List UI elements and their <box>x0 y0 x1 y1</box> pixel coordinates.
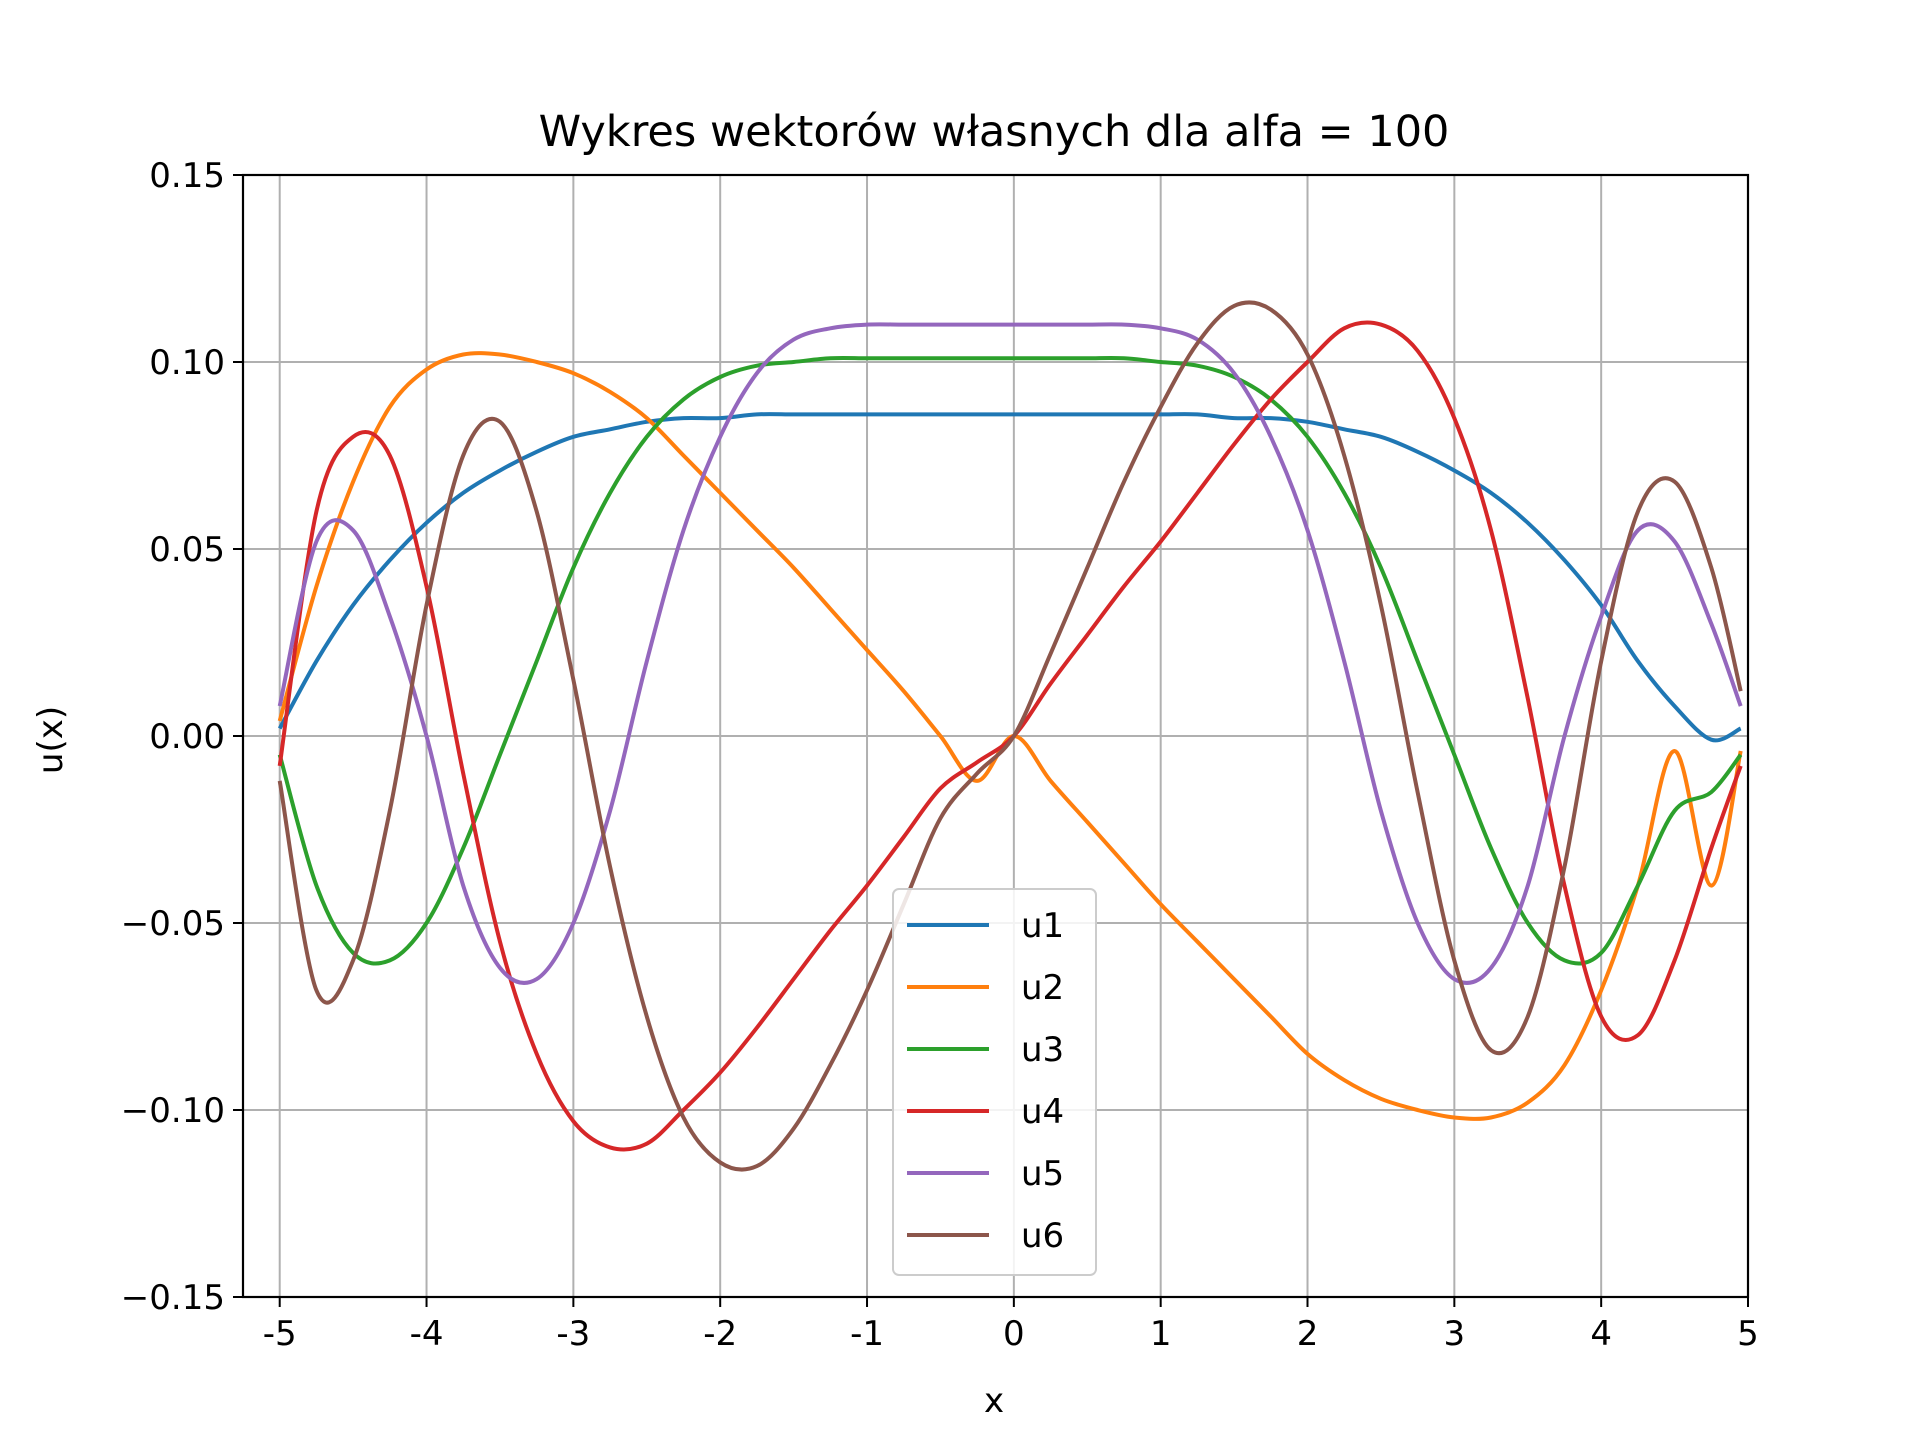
x-axis-title: x <box>984 1381 1004 1421</box>
y-tick-label: −0.15 <box>121 1278 225 1318</box>
legend-label-u1: u1 <box>1021 906 1064 946</box>
plot-frame <box>241 173 1750 1299</box>
x-tick-label: 3 <box>1444 1314 1466 1354</box>
x-tick-label: 1 <box>1150 1314 1172 1354</box>
legend-label-u5: u5 <box>1021 1154 1064 1194</box>
series-line-u5 <box>277 322 1743 985</box>
y-tick-label: −0.05 <box>121 904 225 944</box>
x-tick-label: -4 <box>410 1314 444 1354</box>
legend-label-u4: u4 <box>1021 1092 1064 1132</box>
x-tick-label: -3 <box>556 1314 590 1354</box>
x-tick-label: -5 <box>263 1314 297 1354</box>
chart-title: Wykres wektorów własnych dla alfa = 100 <box>539 107 1450 157</box>
legend: u1 u2 u3 u4 u5 u6 <box>892 888 1097 1276</box>
series-lines <box>277 300 1743 1172</box>
series-line-u2 <box>277 351 1743 1121</box>
x-tick-label: 5 <box>1737 1314 1759 1354</box>
x-tick-label: 4 <box>1590 1314 1612 1354</box>
x-tick-label: -2 <box>703 1314 737 1354</box>
series-line-u6 <box>277 300 1743 1172</box>
x-tick-label: 0 <box>1003 1314 1025 1354</box>
axis-ticks: -5 -4 -3 -2 -1 0 1 2 3 4 5 −0.15 −0.10 −0.05 0.00 0.05 0… <box>121 156 1759 1354</box>
legend-label-u3: u3 <box>1021 1030 1064 1070</box>
x-tick-label: -1 <box>850 1314 884 1354</box>
y-tick-label: 0.10 <box>149 343 225 383</box>
y-tick-label: 0.15 <box>149 156 225 196</box>
series-line-u3 <box>277 355 1743 966</box>
y-tick-label: −0.10 <box>121 1091 225 1131</box>
y-axis-title: u(x) <box>31 706 71 774</box>
x-tick-label: 2 <box>1297 1314 1319 1354</box>
y-tick-label: 0.00 <box>149 717 225 757</box>
y-tick-label: 0.05 <box>149 530 225 570</box>
legend-label-u6: u6 <box>1021 1216 1064 1256</box>
legend-label-u2: u2 <box>1021 968 1064 1008</box>
legend-box <box>892 888 1097 1276</box>
